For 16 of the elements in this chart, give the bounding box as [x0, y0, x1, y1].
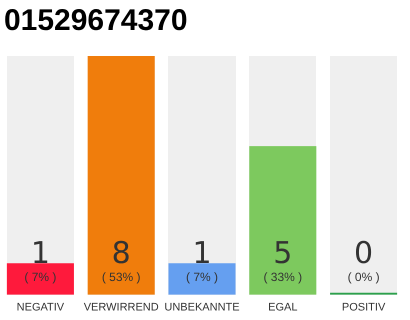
- x-tick-label: EGAL: [268, 301, 298, 314]
- x-tick-label: NEGATIV: [16, 301, 65, 314]
- annotation: 0: [354, 236, 374, 271]
- chart-title: 01529674370: [3, 3, 189, 39]
- data-label: ( 33% ): [263, 270, 302, 284]
- x-tick-label: POSITIV: [342, 301, 386, 314]
- x-tick-label: UNBEKANNTE: [164, 301, 240, 314]
- data-label: ( 53% ): [102, 270, 141, 284]
- x-tick-label: VERWIRREND: [84, 301, 159, 314]
- data-label: ( 0% ): [348, 270, 380, 284]
- data-label: ( 7% ): [186, 270, 218, 284]
- annotation: 1: [192, 236, 212, 271]
- data-label: ( 7% ): [24, 270, 56, 284]
- annotation: 5: [273, 236, 292, 271]
- annotation: 8: [112, 236, 131, 271]
- annotation: 1: [30, 236, 50, 271]
